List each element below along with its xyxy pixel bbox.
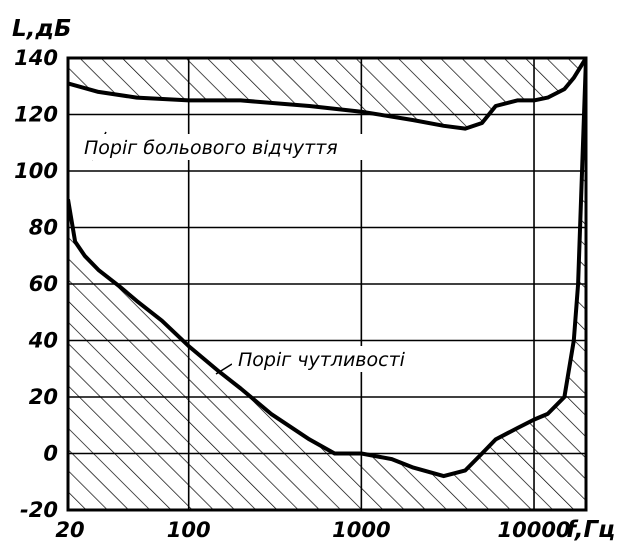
- x-axis-title: f,Гц: [566, 517, 615, 543]
- x-tick-label: 100: [167, 518, 211, 542]
- hearing-label-bg: [232, 346, 462, 372]
- x-tick-label: 20: [55, 518, 84, 542]
- y-tick-label: 80: [29, 216, 58, 240]
- pain-threshold-curve: [68, 58, 586, 131]
- y-tick-label: 40: [28, 329, 58, 353]
- grid: [68, 58, 586, 510]
- y-tick-label: 60: [29, 272, 58, 296]
- y-tick-label: 140: [14, 46, 58, 70]
- hearing-threshold-label: Поріг чутливості: [238, 349, 406, 371]
- pain-region-hatch: [68, 58, 586, 129]
- curves: [68, 58, 586, 479]
- pain-threshold-label: Поріг больового відчуття: [84, 137, 338, 159]
- y-tick-label: 0: [43, 442, 58, 466]
- pain-label-bg: [80, 134, 425, 160]
- x-tick-label: 1000: [332, 518, 390, 542]
- y-tick-label: -20: [20, 498, 58, 522]
- x-tick-label: 10000: [497, 518, 570, 542]
- y-tick-label: 20: [29, 385, 58, 409]
- y-axis-title: L,дБ: [12, 16, 72, 42]
- hearing-threshold-curve: [68, 58, 586, 479]
- hearing-threshold-leader: [215, 363, 233, 375]
- y-tick-label: 100: [14, 159, 58, 183]
- y-tick-label: 120: [14, 103, 58, 127]
- plot-frame: [66, 56, 588, 512]
